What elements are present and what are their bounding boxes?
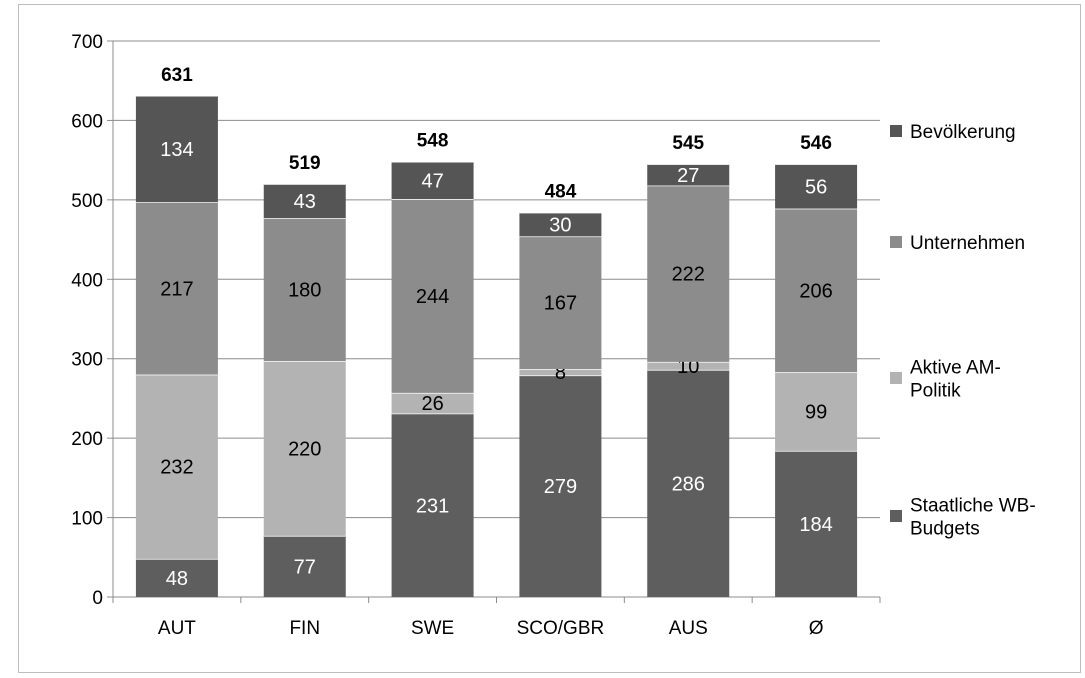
- bar-segment: [647, 361, 730, 370]
- data-label: 279: [544, 476, 577, 498]
- data-label: 48: [166, 568, 188, 590]
- legend-label: Staatliche WB-: [910, 496, 1036, 517]
- bar-segment: [647, 185, 730, 362]
- legend-swatch: [890, 125, 902, 137]
- category-label: SWE: [411, 618, 454, 639]
- bar-segment: [263, 183, 346, 219]
- data-label: 167: [544, 293, 577, 315]
- bar-segment: [135, 374, 218, 559]
- category-label: FIN: [289, 618, 320, 639]
- bar-segment: [391, 199, 474, 393]
- y-tick-label: 400: [71, 270, 103, 291]
- data-label: 286: [672, 473, 705, 495]
- data-label: 8: [555, 362, 566, 384]
- data-label: 222: [672, 264, 705, 286]
- y-tick-label: 0: [92, 588, 103, 609]
- bar-segment: [775, 208, 858, 373]
- data-label: 43: [294, 191, 316, 213]
- bar-segment: [263, 218, 346, 362]
- legend-swatch: [890, 510, 902, 522]
- data-label: 134: [160, 139, 193, 161]
- data-label: 26: [421, 393, 443, 415]
- data-label: 27: [677, 165, 699, 187]
- legend-label: Politik: [910, 381, 961, 402]
- y-tick-label: 300: [71, 350, 103, 371]
- y-tick-label: 100: [71, 509, 103, 530]
- bar-segment: [391, 392, 474, 414]
- bar-segment: [775, 372, 858, 451]
- bar-segment: [519, 369, 602, 376]
- bar-segment: [135, 202, 218, 375]
- bar-segment: [391, 161, 474, 200]
- total-label: 548: [417, 131, 449, 152]
- category-label: SCO/GBR: [517, 618, 605, 639]
- bar-segment: [519, 212, 602, 237]
- bar-segment: [263, 361, 346, 536]
- legend-label: Aktive AM-: [910, 358, 1001, 379]
- category-label: AUS: [669, 618, 708, 639]
- data-label: 184: [799, 514, 832, 536]
- y-tick-label: 200: [71, 429, 103, 450]
- data-label: 231: [416, 495, 449, 517]
- legend-swatch: [890, 236, 902, 248]
- data-label: 220: [288, 438, 321, 460]
- bar-segment: [519, 236, 602, 370]
- bar-segment: [135, 558, 218, 597]
- bar-segment: [775, 164, 858, 209]
- total-label: 545: [672, 133, 704, 154]
- data-label: 206: [799, 280, 832, 302]
- bar-segment: [647, 369, 730, 597]
- bar-segment: [135, 95, 218, 203]
- total-label: 631: [161, 65, 193, 86]
- legend-label: Bevölkerung: [910, 122, 1016, 143]
- bar-segment: [775, 450, 858, 597]
- bar-segment: [391, 413, 474, 597]
- data-label: 232: [160, 457, 193, 479]
- y-tick-label: 600: [71, 111, 103, 132]
- data-label: 30: [549, 214, 571, 236]
- legend-swatch: [890, 372, 902, 384]
- legend-label: Budgets: [910, 519, 980, 540]
- bar-segment: [519, 375, 602, 597]
- data-label: 77: [294, 556, 316, 578]
- bar-segment: [647, 164, 730, 186]
- category-label: AUT: [158, 618, 196, 639]
- legend-label: Unternehmen: [910, 233, 1025, 254]
- data-label: 47: [421, 170, 443, 192]
- data-label: 244: [416, 286, 449, 308]
- total-label: 484: [545, 182, 577, 203]
- data-label: 56: [805, 176, 827, 198]
- y-tick-label: 700: [71, 32, 103, 53]
- data-label: 99: [805, 402, 827, 424]
- total-label: 519: [289, 153, 321, 174]
- data-label: 180: [288, 280, 321, 302]
- data-label: 217: [160, 278, 193, 300]
- category-label: Ø: [809, 618, 824, 639]
- total-label: 546: [800, 133, 832, 154]
- bar-segment: [263, 535, 346, 597]
- y-tick-label: 500: [71, 191, 103, 212]
